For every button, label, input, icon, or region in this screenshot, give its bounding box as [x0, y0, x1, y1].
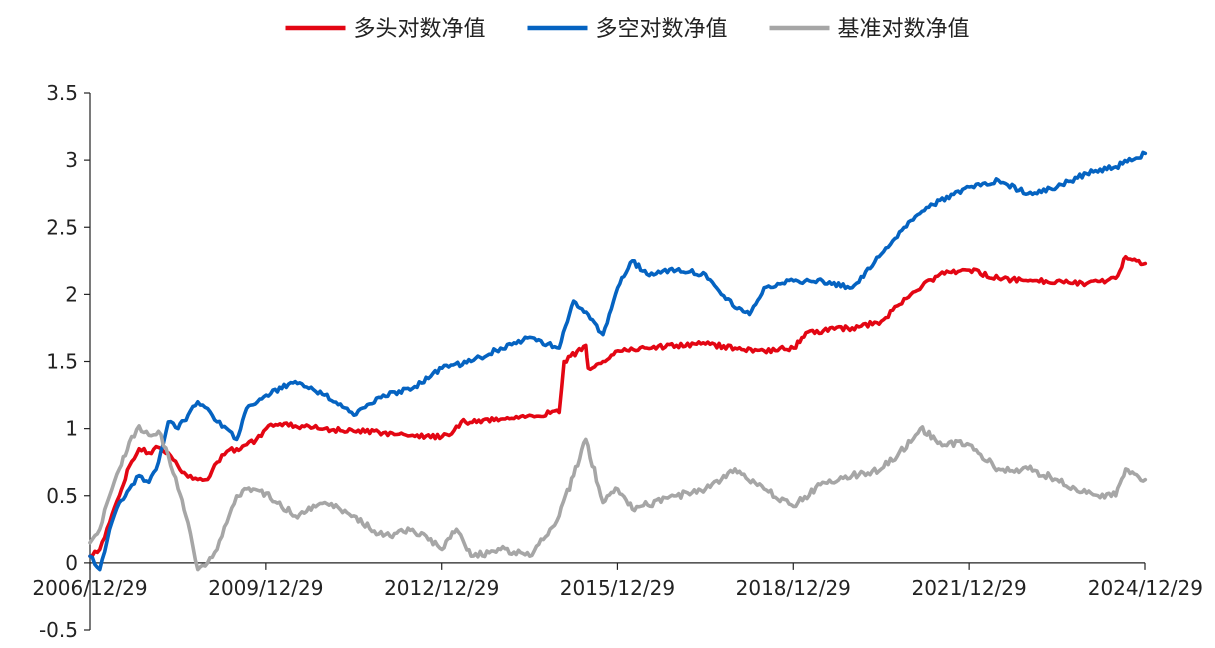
y-tick-label: 0 — [65, 551, 78, 575]
series-line — [88, 150, 1148, 572]
x-tick-label: 2015/12/29 — [560, 576, 675, 600]
x-tick-label: 2006/12/29 — [32, 576, 147, 600]
series-line — [88, 255, 1148, 558]
legend-label: 多头对数净值 — [354, 17, 486, 42]
x-tick-label: 2009/12/29 — [208, 576, 323, 600]
series-line — [88, 424, 1148, 572]
series-layer — [88, 150, 1148, 572]
y-tick-label: 2.5 — [46, 215, 78, 239]
x-tick-label: 2024/12/29 — [1088, 576, 1203, 600]
x-tick-label: 2012/12/29 — [384, 576, 499, 600]
y-tick-label: 2 — [65, 282, 78, 306]
y-tick-label: 1.5 — [46, 350, 78, 374]
y-tick-label: -0.5 — [39, 618, 78, 642]
legend-label: 基准对数净值 — [838, 17, 970, 42]
x-tick-label: 2021/12/29 — [911, 576, 1026, 600]
y-tick-label: 0.5 — [46, 484, 78, 508]
legend: 多头对数净值 多空对数净值 基准对数净值 — [285, 17, 970, 42]
axes: -0.5 0 0.5 1 1.5 2 2.5 3 3.5 2006/12/29 2009/12/29… — [32, 81, 1203, 642]
legend-label: 多空对数净值 — [596, 17, 728, 42]
y-tick-label: 3.5 — [46, 81, 78, 105]
y-tick-label: 1 — [65, 417, 78, 441]
x-tick-label: 2018/12/29 — [736, 576, 851, 600]
y-tick-label: 3 — [65, 148, 78, 172]
